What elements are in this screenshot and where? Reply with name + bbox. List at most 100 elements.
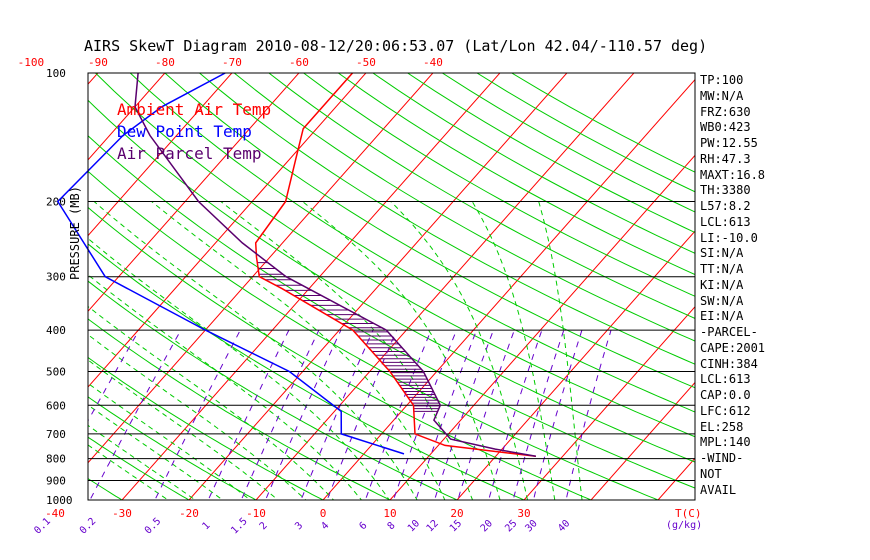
param-parcel-header: -PARCEL- bbox=[700, 325, 758, 339]
mixing-ratio-line bbox=[512, 329, 565, 500]
pressure-tick-label: 200 bbox=[46, 196, 66, 209]
isotherm-line bbox=[88, 73, 300, 313]
bottom-temp-tick-label: 0 bbox=[320, 507, 327, 520]
y-axis-label: PRESSURE (MB) bbox=[68, 186, 82, 280]
mixing-ratio-tick-label: 0.5 bbox=[143, 516, 164, 537]
param-lfc: LFC:612 bbox=[700, 403, 751, 418]
isotherm-line bbox=[88, 73, 166, 161]
mixing-ratio-tick-label: 1 bbox=[200, 520, 212, 532]
bottom-temp-tick-label: 20 bbox=[450, 507, 463, 520]
dry-adiabat-line bbox=[129, 73, 695, 413]
dry-adiabat-line bbox=[88, 206, 593, 500]
isotherm-line bbox=[523, 306, 695, 500]
mixing-ratio-tick-label: 6 bbox=[358, 520, 370, 532]
pressure-tick-label: 400 bbox=[46, 324, 66, 337]
plot-frame bbox=[87, 72, 696, 501]
dry-adiabat-line bbox=[164, 73, 695, 389]
pressure-tick-label: 900 bbox=[46, 474, 66, 487]
mixing-ratio-line bbox=[392, 329, 457, 500]
dry-adiabat-line bbox=[198, 73, 695, 365]
mixing-ratio-line bbox=[89, 329, 182, 500]
bottom-temp-tick-label: 30 bbox=[517, 507, 530, 520]
moist-adiabat-line bbox=[88, 334, 307, 500]
mixing-ratio-line bbox=[532, 329, 583, 500]
param-ei: EI:N/A bbox=[700, 309, 744, 324]
param-wind-avail: AVAIL bbox=[700, 482, 737, 497]
mixing-ratio-line bbox=[154, 329, 241, 500]
pressure-tick-label: 600 bbox=[46, 399, 66, 412]
top-temp-tick-label: -70 bbox=[222, 56, 242, 69]
isotherm-line bbox=[590, 381, 695, 500]
parameter-list: TP:100 MW:N/A FRZ:630 WB0:423 PW:12.55 R… bbox=[700, 73, 790, 498]
mixing-ratio-line bbox=[240, 329, 320, 500]
param-li: LI:-10.0 bbox=[700, 230, 758, 245]
pressure-tick-label: 700 bbox=[46, 428, 66, 441]
dry-adiabat-line bbox=[406, 73, 695, 234]
mixing-ratio-tick-label: 30 bbox=[524, 518, 540, 534]
moist-adiabat-line bbox=[220, 201, 474, 500]
dry-adiabat-line bbox=[372, 73, 695, 254]
legend-dew-point-temp: Dew Point Temp bbox=[117, 122, 252, 141]
isotherm-line bbox=[456, 230, 695, 500]
mixing-ratio-line bbox=[207, 329, 290, 500]
mixing-ratio-line bbox=[300, 329, 374, 500]
isotherm-line bbox=[389, 154, 695, 500]
dry-adiabat-line bbox=[476, 73, 695, 193]
moist-adiabat-line bbox=[88, 444, 169, 500]
moist-adiabat-line bbox=[88, 424, 197, 500]
moist-adiabat-line bbox=[88, 382, 251, 500]
dry-adiabat-line bbox=[88, 318, 392, 500]
param-cape: CAPE:2001 bbox=[700, 340, 766, 355]
cape-hatch bbox=[257, 262, 441, 412]
bottom-temp-tick-label: -30 bbox=[112, 507, 132, 520]
param-rh: RH:47.3 bbox=[700, 151, 751, 166]
isotherm-line bbox=[188, 73, 568, 500]
top-temp-tick-label: -40 bbox=[423, 56, 443, 69]
pressure-tick-label: 100 bbox=[46, 67, 66, 80]
param-si: SI:N/A bbox=[700, 246, 744, 261]
mixing-ratio-unit-label: (g/kg) bbox=[666, 520, 702, 531]
bottom-temp-tick-label: -10 bbox=[246, 507, 266, 520]
isotherm-line bbox=[88, 73, 233, 237]
isotherm-line bbox=[0, 32, 1, 509]
param-el: EL:258 bbox=[700, 419, 744, 434]
mixing-ratio-line bbox=[364, 329, 432, 500]
param-sw: SW:N/A bbox=[700, 293, 744, 308]
param-wind-header: -WIND- bbox=[700, 451, 744, 465]
moist-adiabat-line bbox=[151, 201, 446, 500]
param-mw: MW:N/A bbox=[700, 88, 744, 103]
pressure-tick-label: 500 bbox=[46, 365, 66, 378]
moist-adiabat-line bbox=[88, 404, 224, 500]
dry-adiabat-line bbox=[88, 99, 695, 463]
isotherm-line bbox=[255, 73, 635, 500]
top-temp-tick-label: -50 bbox=[356, 56, 376, 69]
mixing-ratio-line bbox=[415, 329, 478, 500]
temperature-unit-label: T(C) bbox=[675, 507, 702, 520]
param-cap: CAP:0.0 bbox=[700, 388, 751, 402]
mixing-ratio-tick-label: 20 bbox=[479, 518, 495, 534]
dry-adiabat-line bbox=[302, 73, 695, 297]
mixing-ratio-tick-label: 2 bbox=[258, 520, 270, 532]
pressure-tick-label: 1000 bbox=[46, 494, 73, 507]
dry-adiabat-line bbox=[510, 73, 695, 173]
param-wb0: WB0:423 bbox=[700, 120, 751, 135]
dry-adiabat-line bbox=[88, 396, 258, 500]
param-tp: TP:100 bbox=[700, 73, 744, 87]
moist-adiabat-line bbox=[93, 201, 418, 500]
param-parcel-lcl: LCL:613 bbox=[700, 372, 751, 387]
moist-adiabat-line bbox=[471, 201, 556, 500]
moist-adiabat-line bbox=[88, 305, 335, 500]
legend-air-parcel-temp: Air Parcel Temp bbox=[117, 144, 262, 163]
top-temp-tick-label: -60 bbox=[289, 56, 309, 69]
param-th: TH:3380 bbox=[700, 183, 751, 198]
mixing-ratio-tick-label: 12 bbox=[425, 518, 441, 534]
param-pw: PW:12.55 bbox=[700, 136, 758, 150]
moist-adiabat-line bbox=[302, 201, 501, 500]
chart-title: AIRS SkewT Diagram 2010-08-12/20:06:53.0… bbox=[84, 37, 708, 55]
isotherm-line bbox=[88, 73, 367, 388]
mixing-ratio-tick-label: 10 bbox=[406, 518, 422, 534]
isotherm-line bbox=[322, 78, 695, 500]
dry-adiabat-line bbox=[88, 436, 191, 500]
dry-adiabat-line bbox=[337, 73, 695, 276]
mixing-ratio-tick-label: 40 bbox=[556, 518, 572, 534]
